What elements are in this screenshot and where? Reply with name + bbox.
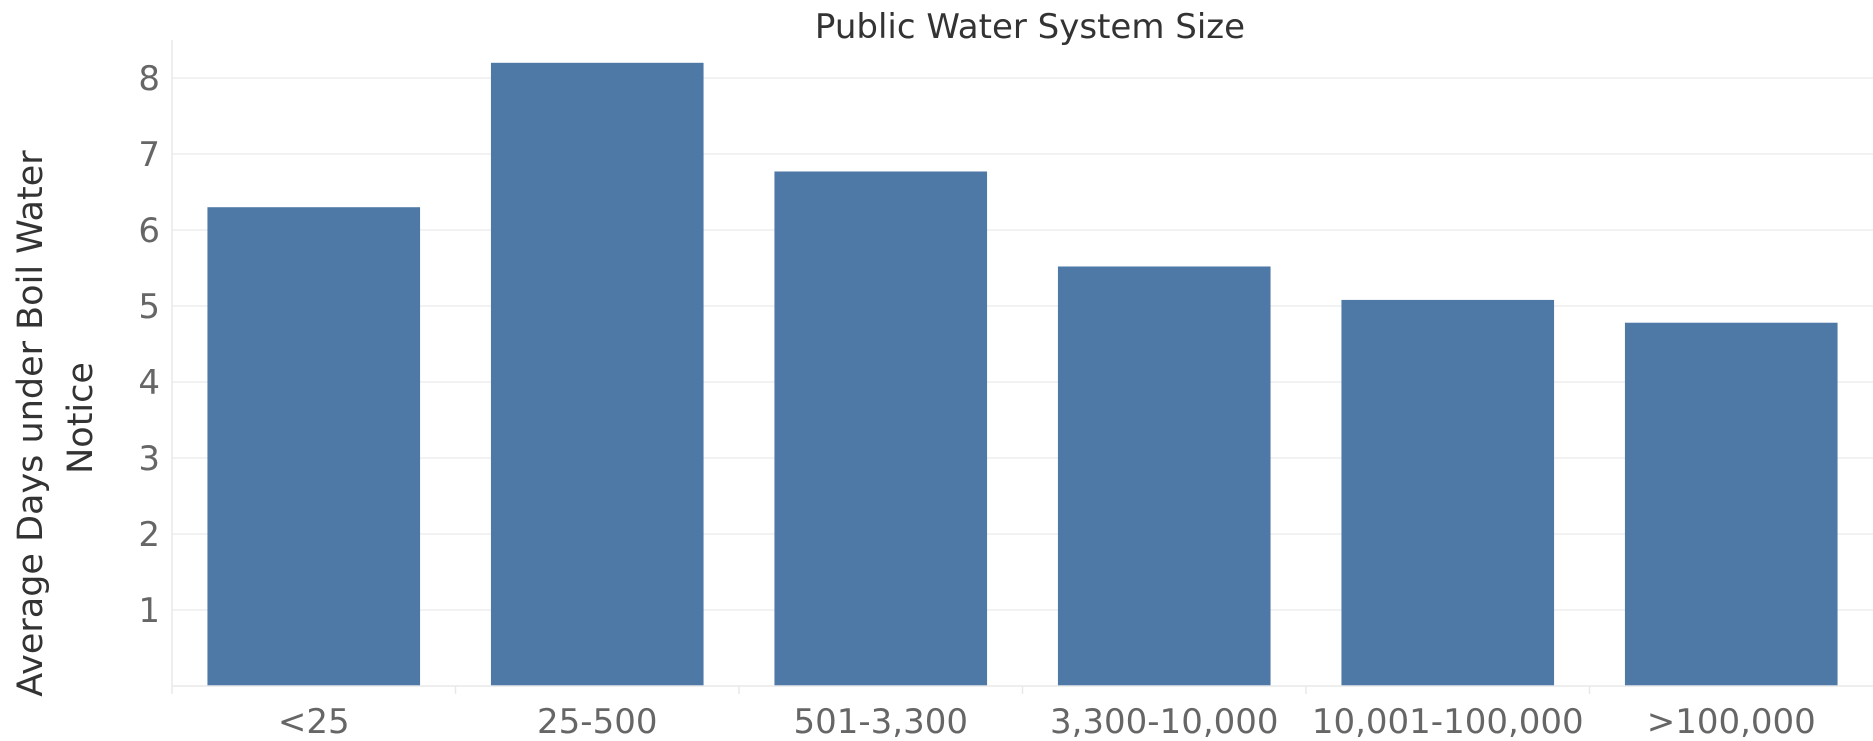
y-tick-label: 7 (138, 135, 160, 175)
x-tick-label: >100,000 (1647, 702, 1816, 741)
gridlines (172, 77, 1873, 611)
x-tick-label: 25-500 (537, 702, 657, 741)
y-tick-label: 3 (138, 439, 160, 479)
bar-3[interactable] (774, 171, 988, 687)
bar-2[interactable] (490, 62, 704, 687)
axes (171, 40, 1873, 694)
y-tick-label: 2 (138, 515, 160, 555)
bar-4[interactable] (1057, 266, 1271, 686)
x-tick-labels: <25 25-500 501-3,300 3,300-10,000 10,001-100… (278, 702, 1816, 741)
bar-6[interactable] (1624, 322, 1838, 686)
y-tick-labels: 1 2 3 4 5 6 7 8 (138, 59, 160, 631)
y-tick-label: 1 (138, 591, 160, 631)
x-tick-label: 3,300-10,000 (1050, 702, 1279, 741)
bars (207, 62, 1838, 687)
y-tick-label: 5 (138, 287, 160, 327)
bar-5[interactable] (1341, 299, 1555, 686)
chart-title: Public Water System Size (815, 7, 1245, 47)
bar-1[interactable] (207, 207, 421, 686)
y-tick-label: 6 (138, 211, 160, 251)
y-axis-label: Average Days under Boil Water Notice (11, 139, 101, 697)
y-tick-label: 8 (138, 59, 160, 99)
y-axis-label-line-2: Notice (61, 362, 101, 474)
y-axis-label-line-1: Average Days under Boil Water (11, 150, 51, 697)
x-tick-label: 10,001-100,000 (1312, 702, 1584, 741)
y-tick-label: 4 (138, 363, 160, 403)
x-tick-label: 501-3,300 (794, 702, 969, 741)
x-tick-label: <25 (278, 702, 350, 741)
